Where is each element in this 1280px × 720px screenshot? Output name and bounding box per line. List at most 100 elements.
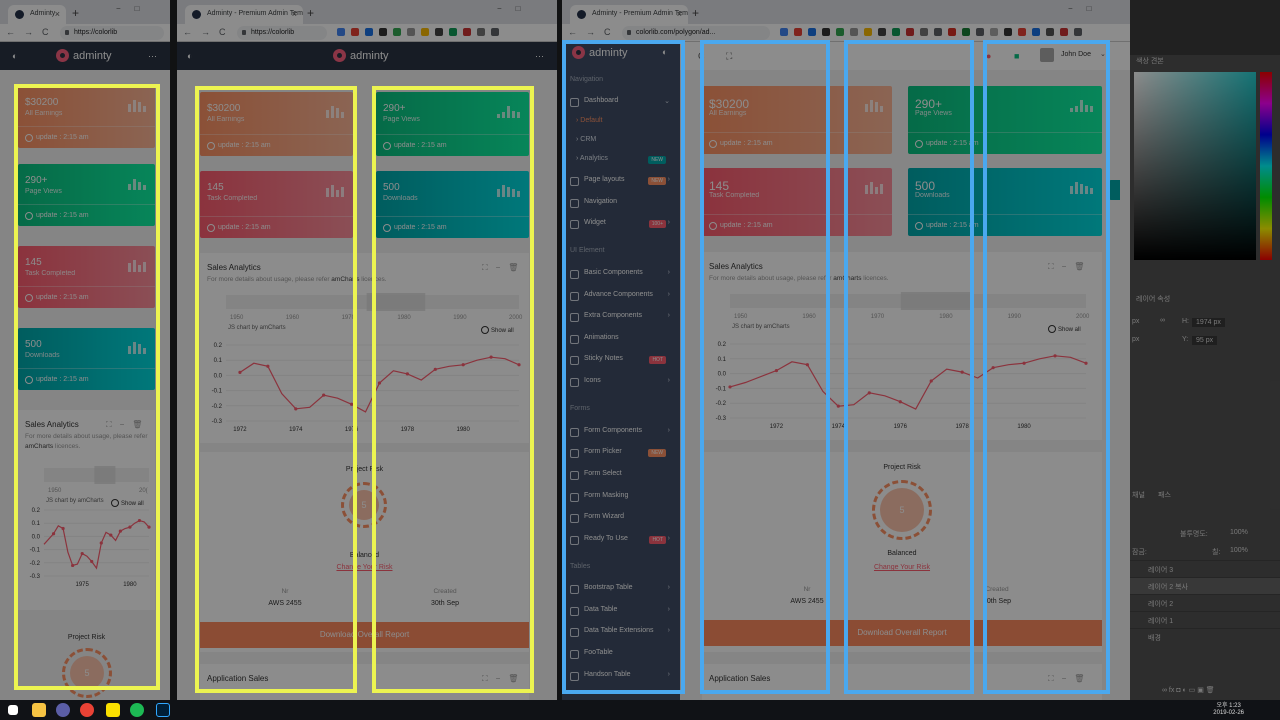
menu-toggle-icon[interactable]: ◐ xyxy=(187,51,193,61)
brand-logo[interactable]: adminty xyxy=(572,46,628,59)
change-risk-link[interactable]: Change Your Risk xyxy=(336,564,393,571)
hue-slider[interactable] xyxy=(1260,72,1272,260)
user-menu-chevron-icon[interactable]: ⌄ xyxy=(1100,51,1106,58)
spotify-icon[interactable] xyxy=(130,703,144,717)
sidebar-sub-crm[interactable]: › CRM xyxy=(576,136,597,143)
panel-actions[interactable]: ⛶−🗑 xyxy=(1048,674,1093,683)
close-tab-icon[interactable]: × xyxy=(676,9,682,19)
sidebar-sub-analytics[interactable]: › Analytics xyxy=(576,155,608,162)
change-risk-link[interactable]: Change Your Risk xyxy=(873,564,931,571)
sidebar-item-widget[interactable]: Widget › xyxy=(570,219,674,231)
window-controls[interactable]: −□ xyxy=(116,4,154,13)
explorer-icon[interactable] xyxy=(32,703,46,717)
layer-row[interactable]: 레이어 2 xyxy=(1130,594,1280,611)
sidebar-item-form-select[interactable]: Form Select xyxy=(570,470,674,482)
color-picker-field[interactable] xyxy=(1134,72,1256,260)
opacity-value[interactable]: 100% xyxy=(1230,529,1248,536)
paths-tab[interactable]: 패스 xyxy=(1158,492,1171,499)
sidebar-item-ready-to-use[interactable]: Ready To Use › xyxy=(570,535,674,547)
sidebar-item-footable[interactable]: FooTable xyxy=(570,649,674,661)
browser-tab[interactable]: Adminty - Premium Admin Tem × xyxy=(185,5,303,24)
extension-icons[interactable] xyxy=(337,28,499,36)
panel-actions[interactable]: ⛶−🗑 xyxy=(482,263,527,272)
y-value[interactable]: 95 px xyxy=(1192,336,1218,345)
url-input[interactable]: colorlib.com/polygon/ad... xyxy=(622,26,770,40)
bar-chart-icon xyxy=(128,100,146,112)
sidebar-item-extra-components[interactable]: Extra Components › xyxy=(570,312,674,324)
sales-line-chart[interactable]: 1950 20(JS chart by amCharts Show all 0.2 0.… xyxy=(18,464,155,610)
data-point xyxy=(61,526,65,531)
sidebar-item-navigation[interactable]: Navigation xyxy=(570,198,674,210)
close-tab-icon[interactable]: × xyxy=(54,9,60,19)
url-input[interactable]: https://colorlib xyxy=(60,26,164,40)
panel-actions[interactable]: ⛶−🗑 xyxy=(482,674,527,683)
search-icon[interactable]: C xyxy=(698,51,705,61)
sidebar-item-advance-components[interactable]: Advance Components › xyxy=(570,291,674,303)
bell-icon[interactable]: ● xyxy=(986,51,992,61)
chrome-icon[interactable] xyxy=(80,703,94,717)
nav-buttons[interactable]: ←→C xyxy=(183,27,235,37)
layer-row[interactable]: 레이어 1 xyxy=(1130,611,1280,628)
bar-chart-icon xyxy=(326,185,344,197)
sidebar-item-form-masking[interactable]: Form Masking xyxy=(570,492,674,504)
close-tab-icon[interactable]: × xyxy=(291,9,297,19)
sidebar-item-data-table-extensions[interactable]: Data Table Extensions › xyxy=(570,627,674,639)
window-controls[interactable]: −□ xyxy=(1068,4,1106,13)
channels-tab[interactable]: 채널 xyxy=(1132,492,1145,499)
link-icon[interactable]: ∞ xyxy=(1160,317,1165,324)
fullscreen-icon[interactable]: ⛶ xyxy=(726,51,733,61)
download-report-button[interactable]: Download Overall Report xyxy=(702,620,1102,646)
sales-line-chart[interactable]: 1950 1960 1970 1980 1990 2000 JS chart by amCh… xyxy=(702,290,1102,438)
panel-actions[interactable]: ⛶−🗑 xyxy=(1048,262,1093,271)
url-input[interactable]: https://colorlib xyxy=(237,26,327,40)
h-value[interactable]: 1974 px xyxy=(1192,318,1225,327)
sales-line-chart[interactable]: 1950 1960 1970 1980 1990 2000 JS chart by amCh… xyxy=(200,291,529,441)
sidebar-item-page-layouts[interactable]: Page layouts › xyxy=(570,176,674,188)
menu-toggle-icon[interactable]: ◐ xyxy=(662,47,668,57)
system-clock[interactable]: 오후 1:23 2019-02-26 xyxy=(1213,703,1244,716)
sidebar-item-bootstrap-table[interactable]: Bootstrap Table › xyxy=(570,584,674,596)
fill-value[interactable]: 100% xyxy=(1230,547,1248,554)
user-name[interactable]: John Doe xyxy=(1061,51,1091,58)
sidebar-item-icons[interactable]: Icons › xyxy=(570,377,674,389)
sidebar-item-sticky-notes[interactable]: Sticky Notes xyxy=(570,355,674,367)
nav-buttons[interactable]: ←→C xyxy=(568,27,620,37)
brand-logo[interactable]: adminty xyxy=(333,49,389,62)
sidebar-item-handson-table[interactable]: Handson Table › xyxy=(570,671,674,683)
sidebar-item-form-wizard[interactable]: Form Wizard xyxy=(570,513,674,525)
avatar[interactable] xyxy=(1040,48,1054,62)
browser-tab[interactable]: Adminty - Premium Admin Tem × xyxy=(570,5,688,24)
new-tab-button[interactable]: + xyxy=(72,6,80,20)
browser-tab[interactable]: Adminty × xyxy=(8,5,66,24)
sidebar-item-form-picker[interactable]: Form Picker xyxy=(570,448,674,460)
settings-gear-button[interactable] xyxy=(1108,180,1120,200)
kakao-icon[interactable] xyxy=(106,703,120,717)
project-risk-panel: Project Risk 5 Balanced Change Your Risk… xyxy=(702,452,1102,652)
panel-actions[interactable]: ⛶−🗑 xyxy=(106,420,151,429)
layer-row[interactable]: 레이어 2 복사 xyxy=(1130,577,1280,594)
more-icon[interactable]: ⋯ xyxy=(535,51,544,61)
sidebar-item-data-table[interactable]: Data Table › xyxy=(570,606,674,618)
layer-row[interactable]: 레이어 3 xyxy=(1130,560,1280,577)
app-icon[interactable] xyxy=(56,703,70,717)
sidebar-item-animations[interactable]: Animations xyxy=(570,334,674,346)
sidebar-item-form-components[interactable]: Form Components › xyxy=(570,427,674,439)
sidebar-item-basic-components[interactable]: Basic Components › xyxy=(570,269,674,281)
start-icon[interactable] xyxy=(8,705,18,715)
download-report-button[interactable]: Download Overall Report xyxy=(200,622,529,648)
sidebar-item-dashboard[interactable]: Dashboard ⌄ xyxy=(570,97,674,109)
brand-logo[interactable]: adminty xyxy=(56,49,112,62)
chat-icon[interactable]: ■ xyxy=(1014,51,1020,61)
sidebar-sub-default[interactable]: › Default xyxy=(576,117,603,124)
new-tab-button[interactable]: + xyxy=(692,6,700,20)
layer-row[interactable]: 배경 xyxy=(1130,628,1280,645)
risk-gauge: 5 xyxy=(62,648,112,698)
nav-buttons[interactable]: ←→C xyxy=(6,27,58,37)
fx-icon[interactable]: ∞ fx ◘ ◐ ▭ ▣ 🗑 xyxy=(1162,687,1215,694)
more-icon[interactable]: ⋯ xyxy=(148,51,157,61)
extension-icons[interactable] xyxy=(780,28,1082,36)
menu-toggle-icon[interactable]: ◐ xyxy=(12,51,18,61)
photoshop-icon[interactable] xyxy=(156,703,170,717)
new-tab-button[interactable]: + xyxy=(307,6,315,20)
window-controls[interactable]: −□ xyxy=(497,4,535,13)
